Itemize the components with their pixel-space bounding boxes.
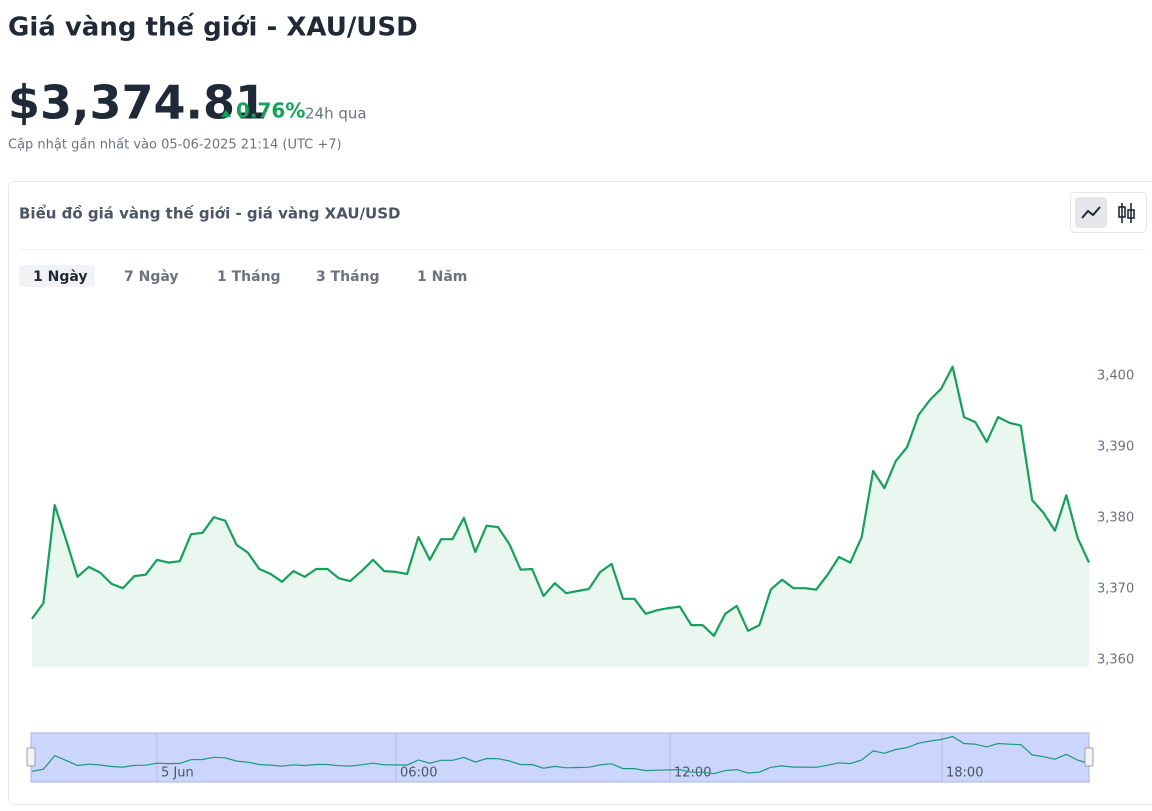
navigator-label: 06:00	[400, 766, 437, 781]
range-tab[interactable]: 7 Ngày	[124, 269, 179, 285]
y-tick-label: 3,390	[1097, 439, 1134, 454]
range-tab[interactable]: 1 Ngày	[33, 269, 88, 285]
y-tick-label: 3,400	[1097, 368, 1134, 383]
navigator-label: 5 Jun	[161, 766, 194, 781]
y-tick-label: 3,380	[1097, 510, 1134, 525]
change-period: 24h qua	[305, 105, 367, 123]
updated: Cập nhật gần nhất vào 05-06-2025 21:14 (…	[8, 138, 342, 153]
page-title: Giá vàng thế giới - XAU/USD	[8, 12, 418, 43]
price: $3,374.81	[8, 76, 267, 130]
range-tab[interactable]: 1 Năm	[417, 269, 467, 285]
change: 0.76%	[236, 99, 305, 123]
y-tick-label: 3,370	[1097, 581, 1134, 596]
range-tab[interactable]: 1 Tháng	[217, 269, 281, 285]
y-tick-label: 3,360	[1097, 652, 1134, 667]
navigator-handle[interactable]	[1085, 748, 1093, 766]
navigator-handle[interactable]	[27, 748, 35, 766]
navigator-label: 18:00	[946, 766, 983, 781]
range-tab[interactable]: 3 Tháng	[316, 269, 380, 285]
card-title: Biểu đồ giá vàng thế giới - giá vàng XAU…	[19, 204, 400, 223]
